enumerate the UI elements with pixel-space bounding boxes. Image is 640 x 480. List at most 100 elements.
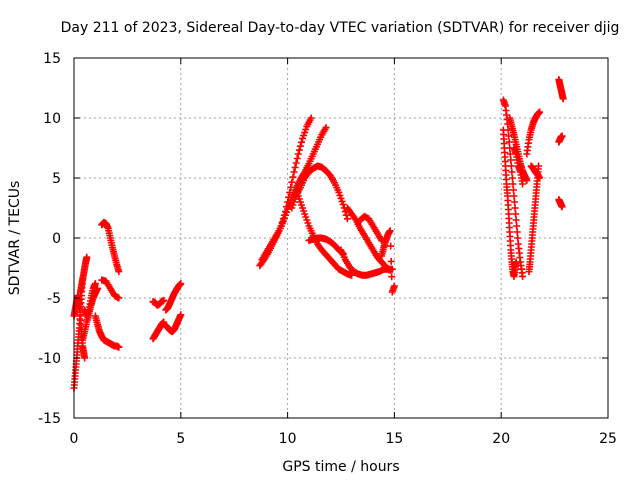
data-point <box>115 294 123 302</box>
series-arc-23 <box>499 126 520 280</box>
data-point <box>511 204 519 212</box>
series-arc-5 <box>81 280 99 320</box>
data-point <box>177 311 185 319</box>
data-point <box>509 186 517 194</box>
data-point <box>535 162 543 170</box>
data-point <box>177 280 185 288</box>
data-point <box>289 173 297 181</box>
data-point <box>505 138 513 146</box>
series-arc-12 <box>162 311 185 336</box>
data-point <box>297 138 305 146</box>
data-point <box>519 272 527 280</box>
data-point <box>513 228 521 236</box>
series-arc-20 <box>356 212 386 244</box>
y-tick-label: -5 <box>47 291 61 307</box>
y-tick-label: 15 <box>43 51 61 67</box>
data-point <box>509 180 517 188</box>
data-point <box>519 180 527 188</box>
data-point <box>322 124 330 132</box>
series-arc-8 <box>98 276 123 302</box>
y-tick-label: 10 <box>43 111 61 127</box>
series-arc-31 <box>555 196 566 211</box>
series-arc-25 <box>510 144 527 188</box>
data-point <box>387 257 395 265</box>
series-arc-21 <box>378 227 398 296</box>
series-arc-14 <box>258 124 330 264</box>
data-point <box>507 162 515 170</box>
data-point <box>513 222 521 230</box>
data-point <box>83 253 91 261</box>
series-arc-11 <box>162 280 185 314</box>
series-arc-15 <box>288 162 351 223</box>
data-point <box>507 156 515 164</box>
data-point <box>160 318 168 326</box>
data-point <box>81 354 89 362</box>
series-arc-16 <box>292 186 356 279</box>
data-point <box>512 258 520 266</box>
data-point <box>296 142 304 150</box>
data-point <box>290 168 298 176</box>
data-point <box>115 343 123 351</box>
x-tick-label: 15 <box>385 431 403 447</box>
data-point <box>160 296 168 304</box>
x-tick-label: 20 <box>492 431 510 447</box>
x-tick-labels: 0 5 10 15 20 25 <box>70 431 617 447</box>
y-tick-label: 0 <box>52 231 61 247</box>
x-axis-title: GPS time / hours <box>282 459 399 475</box>
data-point <box>292 159 300 167</box>
series-arc-9 <box>149 296 168 309</box>
data-point <box>115 268 123 276</box>
data-point <box>351 215 359 222</box>
data-point <box>390 282 398 290</box>
series-arc-19 <box>343 204 394 274</box>
data-point <box>506 150 514 158</box>
data-point <box>388 273 396 281</box>
data-point <box>536 174 544 182</box>
series-arc-7 <box>98 218 123 276</box>
y-tick-label: -15 <box>38 411 61 427</box>
x-tick-label: 25 <box>599 431 617 447</box>
data-point <box>510 192 518 200</box>
series-arc-26 <box>523 108 544 158</box>
data-point <box>536 108 544 116</box>
series-arc-29 <box>555 76 567 103</box>
data-points <box>70 76 567 392</box>
data-point <box>294 150 302 158</box>
y-tick-label: 5 <box>52 171 61 187</box>
x-tick-label: 0 <box>70 431 79 447</box>
data-point <box>505 132 513 140</box>
data-point <box>512 210 520 218</box>
series-arc-3 <box>76 253 91 296</box>
series-arc-10 <box>149 318 168 343</box>
data-point <box>307 114 315 122</box>
data-point <box>559 95 567 103</box>
series-arc-30 <box>555 132 566 146</box>
data-point <box>385 266 393 273</box>
y-tick-labels: -15 -10 -5 0 5 10 15 <box>38 51 61 427</box>
data-point <box>295 146 303 154</box>
data-point <box>512 216 520 224</box>
data-point <box>558 203 566 211</box>
data-point <box>558 132 566 140</box>
data-point <box>508 168 516 176</box>
data-point <box>288 178 296 186</box>
data-point <box>342 211 350 219</box>
data-point <box>291 164 299 171</box>
series-arc-22 <box>499 96 527 280</box>
data-point <box>514 234 522 242</box>
series-arc-6 <box>91 312 123 351</box>
x-tick-label: 5 <box>176 431 185 447</box>
data-point <box>343 215 351 223</box>
series-arc-28 <box>527 162 544 182</box>
axis-ticks <box>73 57 609 419</box>
data-point <box>386 227 394 235</box>
data-point <box>386 266 394 274</box>
data-point <box>91 280 99 288</box>
data-point <box>339 200 347 208</box>
chart-title: Day 211 of 2023, Sidereal Day-to-day VTE… <box>61 20 620 36</box>
x-tick-label: 10 <box>279 431 297 447</box>
data-point <box>293 155 301 162</box>
y-tick-label: -10 <box>38 351 61 367</box>
data-point <box>511 198 519 206</box>
